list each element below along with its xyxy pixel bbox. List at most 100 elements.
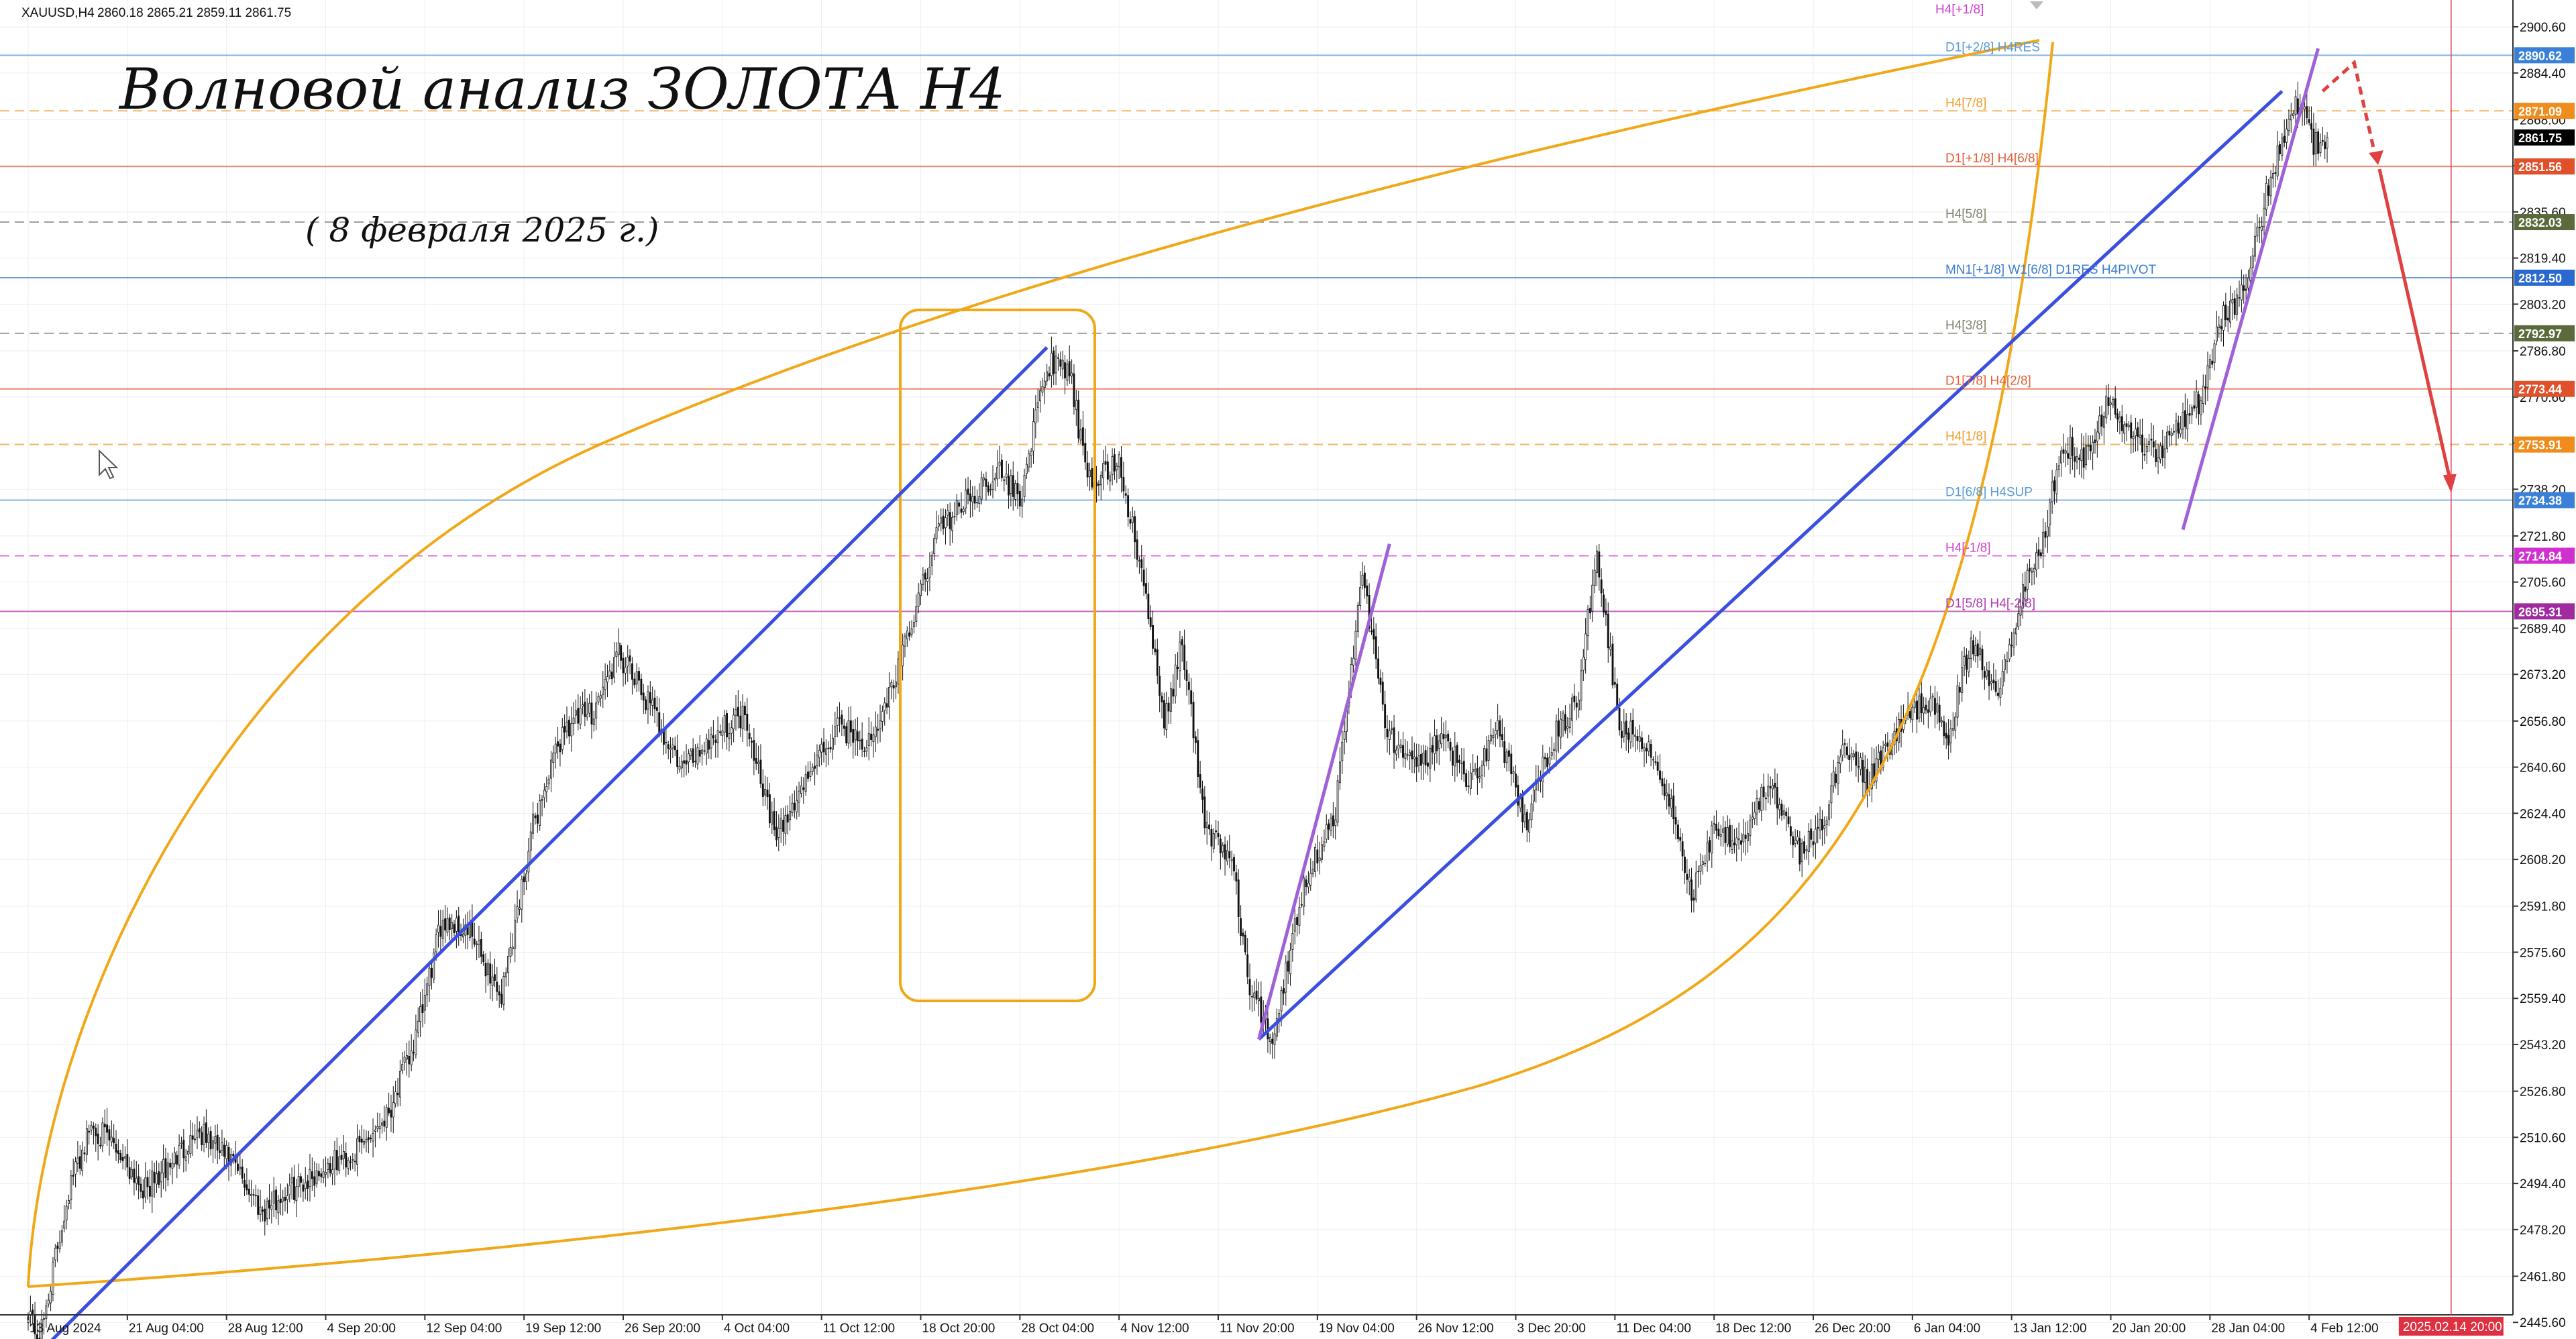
- candle-body: [453, 924, 455, 933]
- candle-body: [1670, 798, 1672, 809]
- candle-body: [293, 1177, 295, 1200]
- candle-body: [191, 1135, 194, 1140]
- candle-body: [800, 786, 802, 794]
- x-tick-label: 4 Feb 12:00: [2310, 1322, 2378, 1336]
- candle-body: [74, 1161, 76, 1175]
- candle-body: [1296, 917, 1299, 925]
- candle-body: [1275, 1018, 1278, 1037]
- candle-body: [2022, 584, 2024, 608]
- candle-body: [1679, 837, 1682, 841]
- purple-line-2[interactable]: [2181, 48, 2320, 531]
- candle-body: [2170, 433, 2173, 436]
- candle-body: [270, 1204, 273, 1210]
- candle-body: [741, 706, 744, 729]
- candle-body: [1575, 702, 1578, 708]
- candle-body: [1438, 741, 1440, 749]
- candle-body: [478, 940, 480, 945]
- trend-line-2[interactable]: [1257, 90, 2284, 1041]
- candle-body: [516, 906, 519, 918]
- candle-body: [419, 1006, 422, 1022]
- candle-body: [350, 1161, 352, 1163]
- candle-body: [818, 749, 820, 758]
- analysis-drawings[interactable]: [27, 39, 2457, 1339]
- candle-body: [486, 963, 489, 975]
- candle-body: [282, 1197, 284, 1202]
- candle-body: [539, 800, 541, 826]
- candle-body: [390, 1110, 392, 1118]
- candle-body: [912, 622, 915, 627]
- candle-body: [1021, 498, 1024, 506]
- trend-line-1[interactable]: [40, 346, 1049, 1339]
- future-date-label: 2025.02.14 20:00: [2403, 1320, 2502, 1334]
- candle-body: [1043, 380, 1046, 388]
- candle-body: [2271, 173, 2274, 179]
- candle-body: [608, 670, 611, 676]
- x-tick-label: 11 Nov 20:00: [1220, 1322, 1295, 1336]
- candle-body: [1774, 782, 1776, 788]
- time-axis[interactable]: 13 Aug 2024 21 Aug 04:00 28 Aug 12:00 4 Sep…: [28, 0, 2504, 1336]
- purple-line-1[interactable]: [1257, 543, 1391, 1040]
- candle-body: [1711, 825, 1713, 854]
- price-tag-text: 2832.03: [2518, 216, 2562, 229]
- candle-body: [1938, 704, 1941, 723]
- candle-body: [1681, 841, 1684, 857]
- candle-body: [674, 745, 676, 751]
- candle-body: [1208, 824, 1211, 830]
- candle-body: [1194, 736, 1197, 743]
- candle-body: [568, 719, 570, 737]
- candle-body: [2080, 449, 2083, 462]
- candle-body: [176, 1155, 178, 1165]
- candle-body: [1600, 579, 1603, 594]
- scroll-marker-icon[interactable]: [2030, 1, 2043, 9]
- candle-body: [610, 672, 613, 680]
- candle-body: [509, 947, 512, 957]
- candle-body: [915, 606, 918, 622]
- candle-body: [1507, 750, 1510, 757]
- forecast-dashed-path[interactable]: [2321, 59, 2379, 163]
- candle-body: [1379, 678, 1382, 685]
- candle-body: [2251, 255, 2254, 268]
- candle-body: [820, 743, 823, 753]
- candle-body: [802, 787, 805, 790]
- candle-body: [564, 725, 566, 733]
- correction-box[interactable]: [899, 309, 1096, 1002]
- price-axis[interactable]: 2900.602884.402868.002851.802835.602819.…: [2513, 21, 2566, 1339]
- candle-body: [1751, 816, 1754, 820]
- analysis-title: Волновой анализ ЗОЛОТА H4: [118, 56, 1006, 122]
- candle-body: [1487, 740, 1490, 761]
- candle-body: [160, 1173, 162, 1183]
- price-levels: [0, 54, 2513, 612]
- candle-body: [1875, 758, 1878, 782]
- candle-body: [1636, 736, 1639, 741]
- candle-body: [606, 676, 608, 683]
- candle-body: [1641, 737, 1644, 749]
- candle-body: [1945, 733, 1947, 739]
- candle-body: [1210, 829, 1213, 847]
- candle-body: [1627, 733, 1629, 740]
- candle-body: [2321, 140, 2324, 142]
- price-tag-text: 2695.31: [2518, 605, 2562, 619]
- candle-body: [2211, 360, 2214, 365]
- candle-body: [1988, 670, 1990, 686]
- candle-body: [962, 508, 965, 513]
- candle-body: [1427, 762, 1429, 767]
- candle-body: [1981, 649, 1984, 671]
- forecast-target-arrow[interactable]: [2377, 168, 2453, 485]
- upper-arc-curve[interactable]: [27, 39, 2040, 1287]
- candle-body: [322, 1171, 325, 1179]
- candle-body: [733, 714, 735, 729]
- candle-body: [2269, 176, 2272, 197]
- y-tick-label: 2705.60: [2520, 576, 2566, 590]
- candle-body: [615, 651, 618, 657]
- candle-body: [374, 1130, 376, 1132]
- candle-body: [284, 1197, 286, 1201]
- candle-body: [1106, 462, 1109, 480]
- candle-body: [1280, 990, 1283, 1012]
- candle-body: [45, 1305, 48, 1319]
- lower-arc-curve[interactable]: [28, 42, 2054, 1288]
- candle-body: [110, 1136, 113, 1142]
- candle-body: [543, 790, 545, 798]
- candle-body: [81, 1149, 84, 1171]
